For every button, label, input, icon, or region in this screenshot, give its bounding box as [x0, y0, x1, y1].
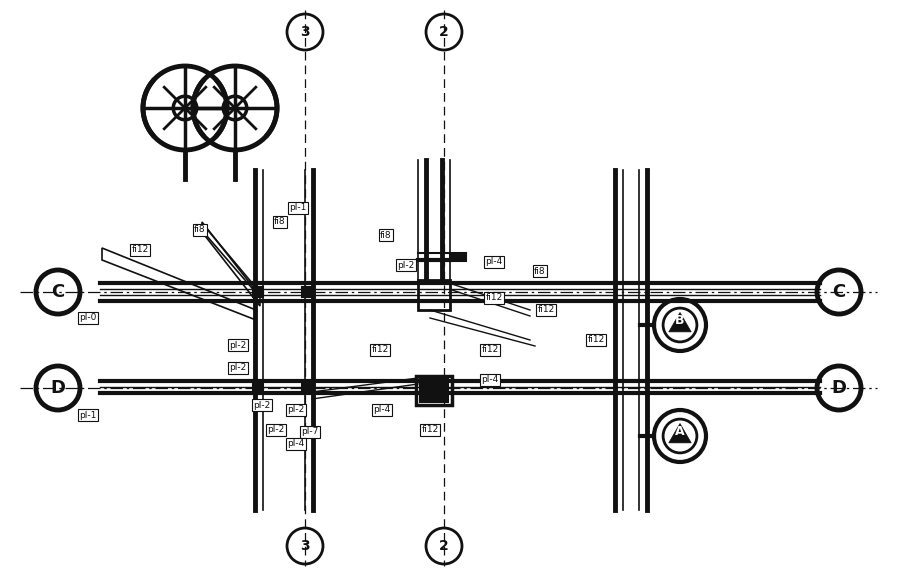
Text: 2: 2: [440, 25, 448, 39]
Text: pl-7: pl-7: [301, 427, 318, 437]
Text: pl-2: pl-2: [253, 400, 271, 410]
Text: fi12: fi12: [485, 294, 502, 302]
FancyBboxPatch shape: [253, 383, 263, 393]
FancyBboxPatch shape: [253, 287, 263, 297]
Text: fi12: fi12: [537, 305, 554, 314]
Text: fi12: fi12: [482, 346, 499, 354]
FancyBboxPatch shape: [302, 383, 312, 393]
Polygon shape: [669, 423, 692, 443]
Text: B: B: [675, 314, 684, 327]
Text: D: D: [832, 379, 847, 397]
Text: fi12: fi12: [371, 346, 388, 354]
Text: fi12: fi12: [131, 245, 149, 255]
Text: pl-1: pl-1: [290, 203, 307, 213]
Text: pl-0: pl-0: [79, 313, 97, 323]
Polygon shape: [669, 313, 692, 332]
Text: pl-1: pl-1: [79, 411, 97, 419]
Text: pl-2: pl-2: [397, 260, 414, 270]
Text: fi8: fi8: [274, 218, 286, 226]
Text: pl-2: pl-2: [230, 340, 247, 350]
Text: pl-2: pl-2: [287, 406, 305, 415]
Text: fi8: fi8: [380, 230, 392, 240]
Text: 3: 3: [300, 25, 309, 39]
Text: fi8: fi8: [535, 267, 545, 275]
Text: fi8: fi8: [194, 225, 205, 234]
FancyBboxPatch shape: [416, 376, 452, 405]
Text: pl-4: pl-4: [482, 376, 499, 385]
Text: pl-2: pl-2: [230, 363, 247, 373]
Text: C: C: [832, 283, 846, 301]
FancyBboxPatch shape: [302, 287, 312, 297]
FancyBboxPatch shape: [419, 378, 449, 403]
Text: fi12: fi12: [422, 426, 439, 434]
Text: fi12: fi12: [588, 335, 605, 344]
Text: A: A: [675, 425, 684, 438]
Text: 3: 3: [300, 539, 309, 553]
Text: 2: 2: [440, 539, 448, 553]
Text: C: C: [51, 283, 65, 301]
FancyBboxPatch shape: [450, 253, 466, 261]
Text: pl-2: pl-2: [267, 426, 284, 434]
Text: pl-4: pl-4: [287, 439, 305, 449]
Text: pl-4: pl-4: [373, 406, 390, 415]
Text: D: D: [50, 379, 65, 397]
FancyBboxPatch shape: [418, 280, 450, 310]
Text: pl-4: pl-4: [485, 257, 502, 267]
